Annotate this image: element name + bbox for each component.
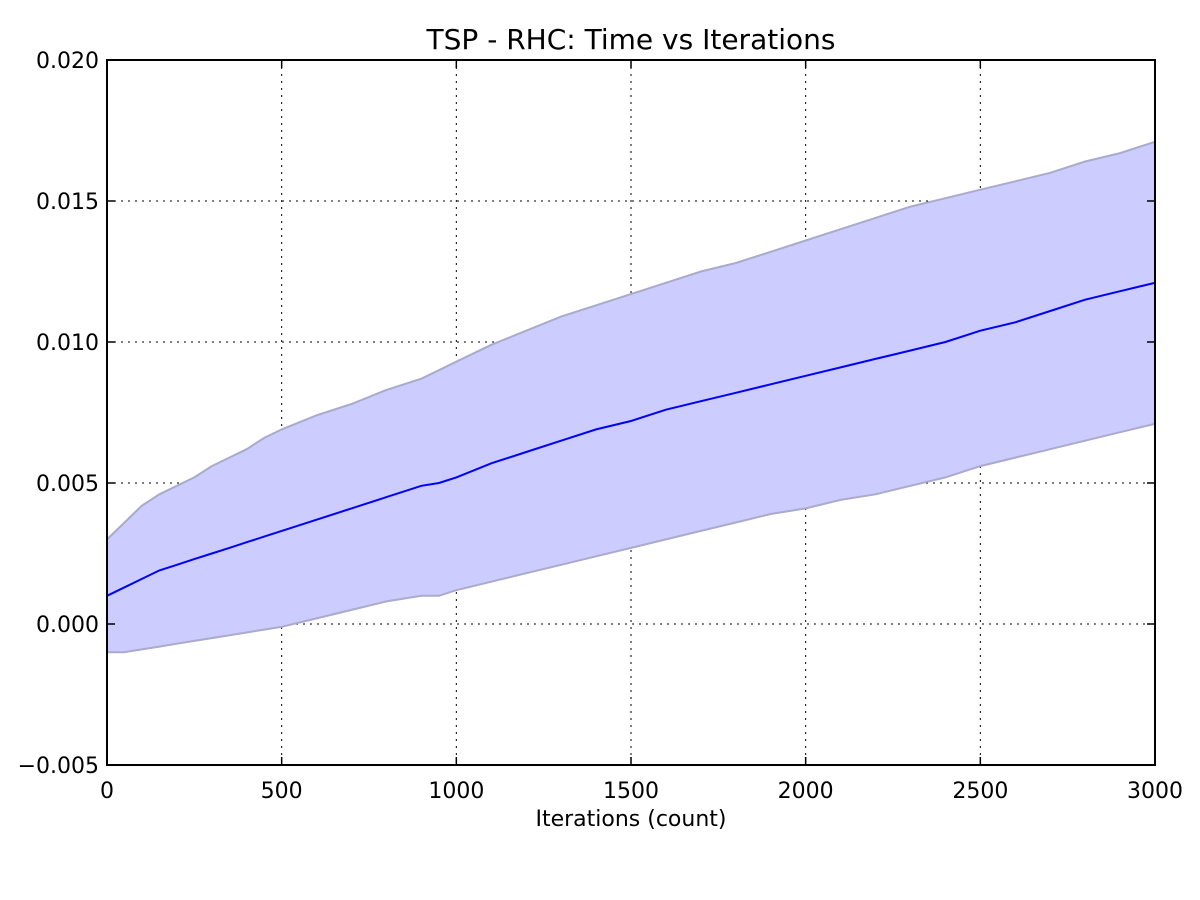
y-tick-label: 0.010 <box>36 331 99 356</box>
x-axis-label: Iterations (count) <box>535 807 726 832</box>
confidence-band <box>106 140 1156 654</box>
x-tick-label: 2000 <box>778 779 834 804</box>
x-tick-label: 500 <box>261 779 303 804</box>
y-tick-label: 0.020 <box>36 49 99 74</box>
y-tick-label: 0.000 <box>36 613 99 638</box>
x-tick-label: 1000 <box>428 779 484 804</box>
x-tick-label: 3000 <box>1127 779 1183 804</box>
series-line <box>106 281 1156 597</box>
ticks: 0 500 1000 1500 2000 2500 3000 −0.005 0.000 0.005… <box>18 49 1183 804</box>
y-tick-label: 0.005 <box>36 472 99 497</box>
y-tick-label: 0.015 <box>36 190 99 215</box>
x-tick-label: 0 <box>100 779 114 804</box>
chart-title: TSP - RHC: Time vs Iterations <box>426 23 836 56</box>
x-tick-label: 1500 <box>603 779 659 804</box>
y-tick-label: −0.005 <box>18 754 99 779</box>
x-tick-label: 2500 <box>952 779 1008 804</box>
